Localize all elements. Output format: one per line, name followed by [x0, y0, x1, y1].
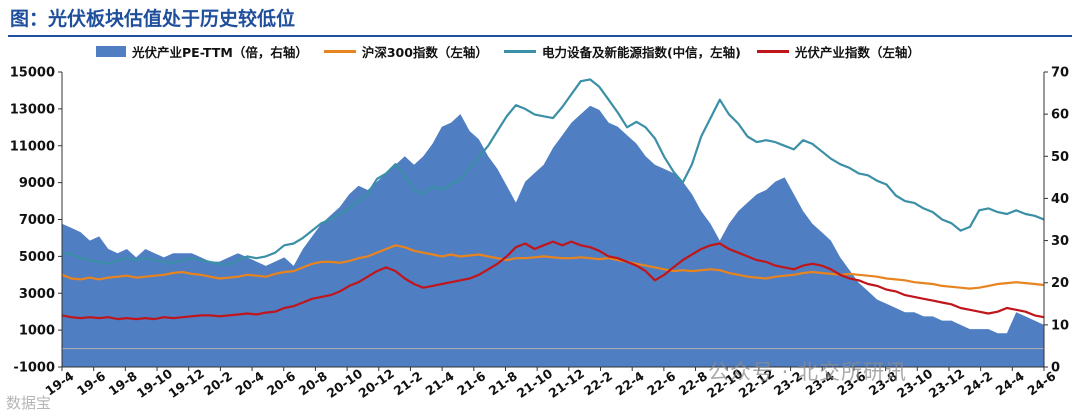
- x-tick-label: 24-2: [961, 368, 995, 398]
- series-line-new-energy: [61, 78, 1045, 266]
- y-left-tick-label: 15000: [10, 66, 55, 81]
- legend-item-hs300: 沪深300指数（左轴）: [323, 42, 488, 61]
- x-tick-label: 21-6: [454, 368, 488, 398]
- x-tick-label: 22-4: [612, 368, 646, 398]
- y-right-tick-label: 60: [1051, 108, 1069, 123]
- legend-swatch-pe: [96, 45, 126, 57]
- x-tick-label: 23-12: [926, 366, 967, 401]
- series-line-hs300: [61, 244, 1045, 290]
- y-right-tick-label: 0: [1051, 361, 1060, 376]
- series-line-pv: [61, 240, 1045, 321]
- y-left-tick-label: 7000: [19, 213, 55, 228]
- corner-watermark: 数据宝: [6, 394, 52, 412]
- y-right-tick-label: 50: [1051, 150, 1069, 165]
- x-tick-label: 21-4: [422, 368, 456, 398]
- title-underline: [8, 35, 1072, 37]
- legend-item-new-energy: 电力设备及新能源指数(中信，左轴): [503, 42, 741, 61]
- y-left-tick-label: 3000: [19, 287, 55, 302]
- y-right-tick-label: 70: [1051, 66, 1069, 81]
- y-left-tick-label: 11000: [10, 139, 55, 154]
- y-right-tick-label: 20: [1051, 276, 1069, 291]
- legend-swatch-pv: [756, 49, 789, 53]
- x-tick-label: 20-12: [356, 366, 397, 401]
- x-tick-label: 21-8: [486, 368, 520, 398]
- y-right-tick-label: 30: [1051, 234, 1069, 249]
- y-right-tick-label: 10: [1051, 318, 1069, 333]
- x-tick-label: 20-8: [296, 368, 330, 398]
- x-tick-label: 20-10: [324, 366, 366, 401]
- x-tick-label: 24-4: [993, 368, 1027, 398]
- y-right-tick-label: 40: [1051, 192, 1069, 207]
- chart-title: 图：光伏板块估值处于历史较低位: [10, 8, 296, 30]
- x-tick-label: 20-2: [201, 368, 235, 398]
- legend-label-new-energy: 电力设备及新能源指数(中信，左轴): [541, 44, 741, 60]
- y-left-tick-label: 13000: [10, 102, 55, 117]
- x-tick-label: 20-6: [264, 368, 298, 398]
- x-tick-label: 21-2: [391, 368, 425, 398]
- x-tick-label: 19-6: [74, 368, 108, 398]
- legend-swatch-hs300: [323, 49, 356, 53]
- chart-legend: 光伏产业PE-TTM（倍，右轴） 沪深300指数（左轴） 电力设备及新能源指数(…: [96, 41, 936, 61]
- legend-label-pv: 光伏产业指数（左轴）: [794, 44, 920, 60]
- x-tick-label: 22-6: [644, 368, 678, 398]
- y-left-tick-label: -1000: [13, 361, 55, 376]
- watermark-text: 公众号 · 北交所研讯: [708, 360, 908, 384]
- x-tick-label: 19-12: [165, 366, 206, 401]
- x-tick-label: 19-8: [106, 368, 140, 398]
- x-tick-label: 22-8: [676, 368, 710, 398]
- x-tick-label: 20-4: [232, 368, 266, 398]
- x-tick-label: 22-2: [581, 368, 615, 398]
- y-left-tick-label: 1000: [19, 324, 55, 339]
- x-tick-label: 21-12: [546, 366, 587, 401]
- legend-label-hs300: 沪深300指数（左轴）: [361, 44, 488, 60]
- legend-item-pv: 光伏产业指数（左轴）: [756, 42, 920, 61]
- y-left-tick-label: 9000: [19, 176, 55, 191]
- y-left-tick-label: 5000: [19, 250, 55, 265]
- series-area-pe: [62, 105, 1044, 367]
- legend-item-pe: 光伏产业PE-TTM（倍，右轴）: [96, 42, 308, 61]
- legend-swatch-new-energy: [503, 49, 536, 53]
- legend-label-pe: 光伏产业PE-TTM（倍，右轴）: [132, 44, 308, 60]
